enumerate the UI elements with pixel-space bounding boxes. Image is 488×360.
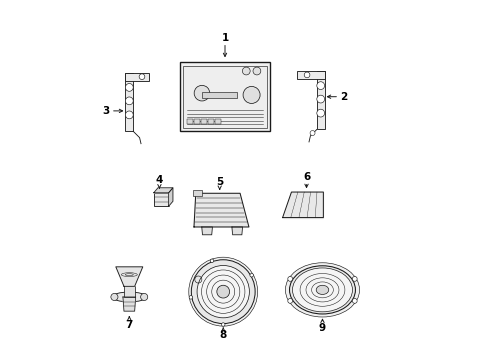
Polygon shape	[202, 227, 212, 235]
Polygon shape	[122, 297, 135, 311]
Bar	[194, 119, 199, 124]
Circle shape	[125, 84, 133, 91]
Circle shape	[139, 74, 144, 80]
Text: 3: 3	[102, 106, 109, 116]
Ellipse shape	[285, 263, 359, 317]
Circle shape	[221, 323, 224, 326]
Text: 6: 6	[302, 172, 309, 182]
Bar	[183, 66, 266, 128]
Polygon shape	[116, 267, 142, 286]
Text: 4: 4	[155, 175, 163, 185]
Circle shape	[249, 274, 253, 277]
Bar	[316, 71, 324, 130]
Bar	[124, 286, 134, 297]
Circle shape	[316, 82, 324, 90]
Bar	[193, 190, 202, 197]
Bar	[180, 62, 270, 131]
Circle shape	[352, 276, 356, 281]
Circle shape	[197, 265, 249, 318]
Polygon shape	[153, 188, 173, 193]
Circle shape	[141, 293, 147, 301]
Circle shape	[252, 67, 260, 75]
Text: 8: 8	[219, 330, 226, 340]
Bar	[186, 119, 192, 124]
Polygon shape	[194, 193, 248, 227]
Text: 5: 5	[216, 177, 223, 187]
Polygon shape	[282, 192, 323, 217]
Circle shape	[188, 257, 257, 326]
Circle shape	[194, 85, 209, 101]
Circle shape	[111, 293, 118, 301]
Circle shape	[189, 296, 192, 299]
Bar	[297, 71, 324, 79]
Circle shape	[243, 86, 260, 103]
Circle shape	[309, 131, 314, 135]
Ellipse shape	[316, 285, 328, 294]
Text: 9: 9	[318, 323, 325, 333]
Circle shape	[210, 259, 213, 262]
Circle shape	[316, 109, 324, 117]
Circle shape	[287, 298, 292, 303]
Bar	[153, 193, 168, 206]
Ellipse shape	[289, 266, 355, 314]
Bar	[201, 119, 206, 124]
Circle shape	[352, 298, 356, 303]
Circle shape	[216, 285, 229, 298]
Circle shape	[304, 72, 309, 78]
Text: 2: 2	[340, 92, 346, 102]
Ellipse shape	[292, 268, 352, 312]
Bar	[125, 73, 149, 81]
Circle shape	[287, 276, 292, 281]
Circle shape	[242, 67, 250, 75]
Bar	[125, 73, 133, 131]
Polygon shape	[168, 188, 173, 206]
Circle shape	[125, 111, 133, 119]
Bar	[208, 119, 213, 124]
Polygon shape	[231, 227, 242, 235]
Circle shape	[125, 97, 133, 105]
Circle shape	[316, 95, 324, 103]
Bar	[202, 92, 237, 99]
Circle shape	[191, 260, 255, 324]
Text: 7: 7	[125, 320, 133, 330]
Ellipse shape	[112, 292, 146, 302]
Text: 1: 1	[221, 33, 228, 44]
Bar	[215, 119, 221, 124]
